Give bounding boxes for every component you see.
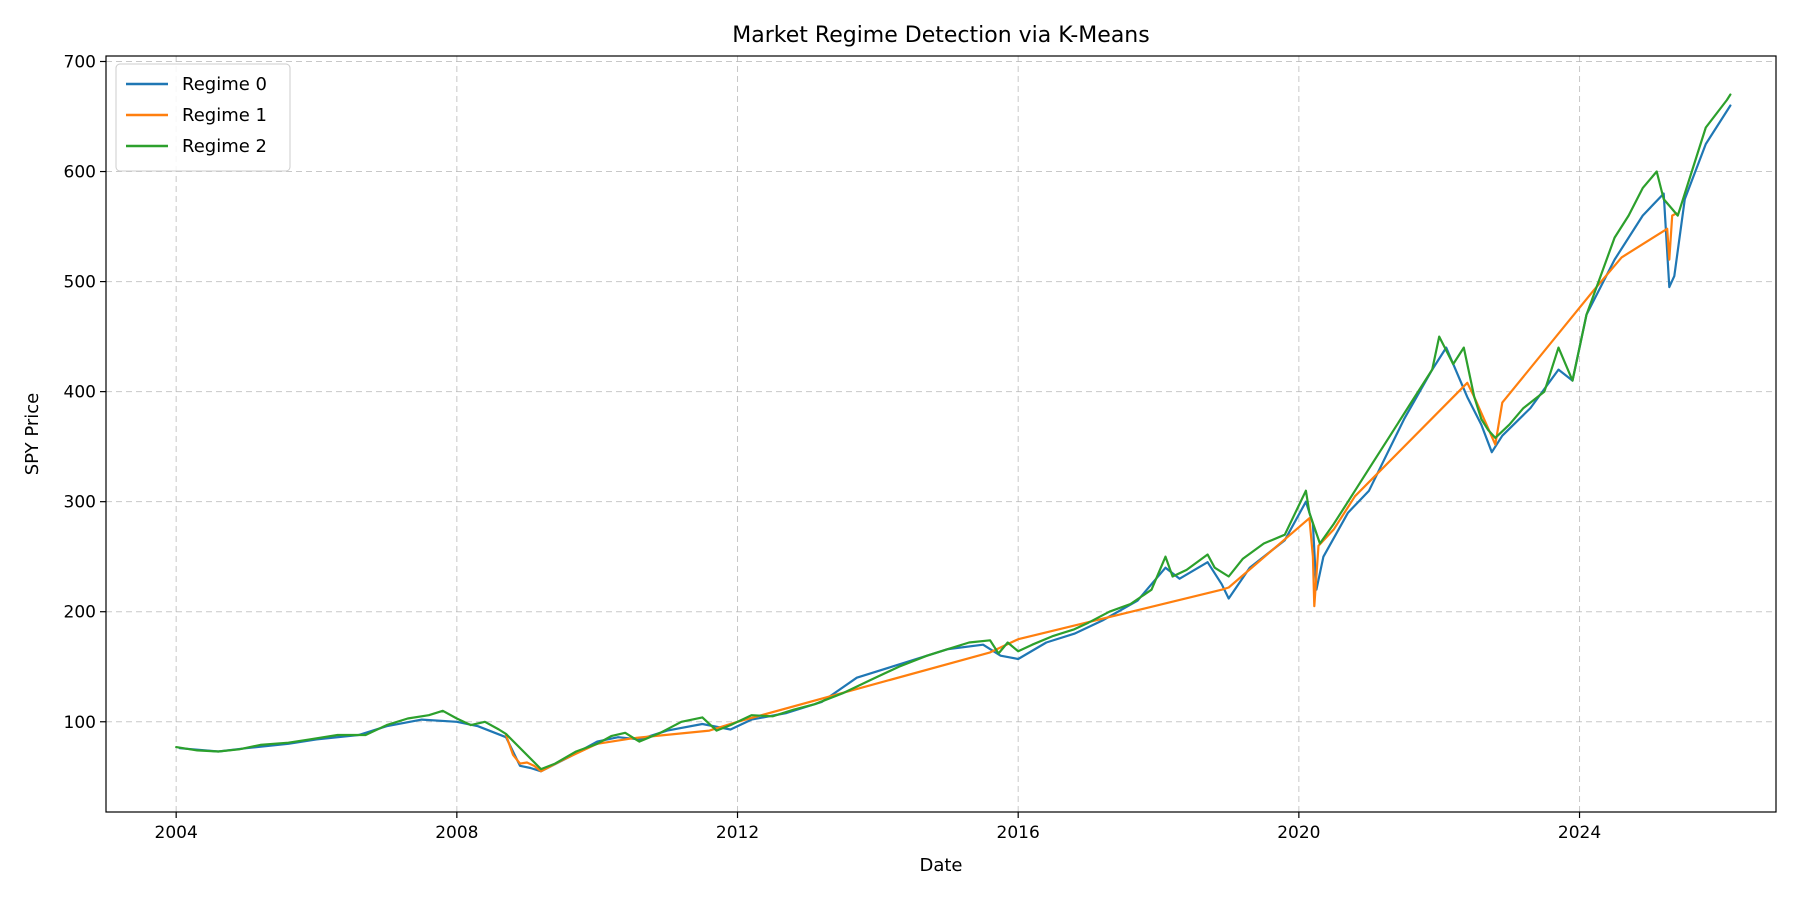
legend-label: Regime 1 bbox=[182, 105, 267, 126]
x-axis-label: Date bbox=[919, 855, 962, 876]
grid bbox=[106, 56, 1776, 812]
y-tick-label: 100 bbox=[64, 713, 96, 733]
x-tick-label: 2012 bbox=[716, 823, 759, 843]
legend-label: Regime 0 bbox=[182, 74, 267, 95]
y-axis-label: SPY Price bbox=[22, 393, 43, 476]
plot-frame bbox=[105, 55, 1777, 813]
legend-box bbox=[115, 63, 291, 172]
y-tick-label: 200 bbox=[64, 603, 96, 623]
x-tick-label: 2016 bbox=[997, 823, 1040, 843]
y-tick-label: 400 bbox=[64, 383, 96, 403]
series-line-regime-1 bbox=[504, 212, 1678, 773]
y-tick-label: 500 bbox=[64, 273, 96, 293]
x-tick-label: 2024 bbox=[1558, 823, 1601, 843]
x-axis: 2004 2008 2012 2016 2020 2024 bbox=[155, 812, 1601, 843]
legend: Regime 0 Regime 1 Regime 2 bbox=[115, 63, 291, 172]
x-tick-label: 2004 bbox=[155, 823, 198, 843]
y-tick-label: 600 bbox=[64, 163, 96, 183]
chart-title: Market Regime Detection via K-Means bbox=[732, 23, 1149, 48]
series-line-regime-2 bbox=[175, 93, 1732, 771]
series-lines bbox=[175, 93, 1732, 773]
series-line-regime-0 bbox=[178, 104, 1732, 773]
legend-label: Regime 2 bbox=[182, 136, 267, 157]
y-tick-label: 700 bbox=[64, 53, 96, 73]
y-axis: 100 200 300 400 500 600 700 bbox=[64, 53, 106, 733]
x-tick-label: 2008 bbox=[435, 823, 478, 843]
x-tick-label: 2020 bbox=[1277, 823, 1320, 843]
y-tick-label: 300 bbox=[64, 493, 96, 513]
